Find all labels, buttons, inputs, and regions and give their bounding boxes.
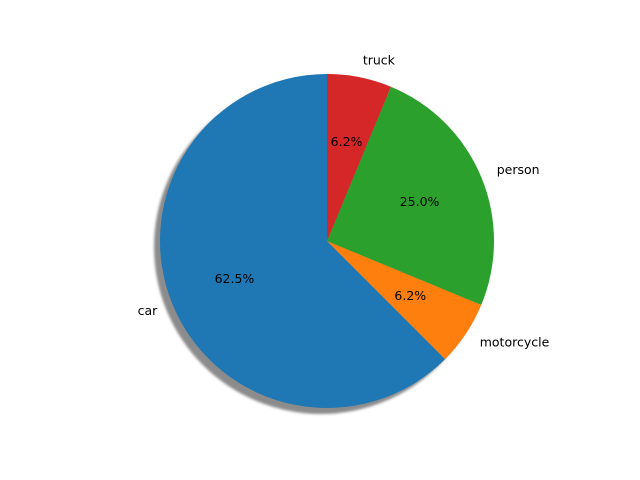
pie-label-motorcycle: motorcycle xyxy=(480,335,550,350)
pie-pct-car: 62.5% xyxy=(215,271,255,286)
pie-pct-motorcycle: 6.2% xyxy=(394,288,426,303)
pie-slice-truck xyxy=(327,74,391,241)
pie-slices xyxy=(160,74,494,408)
pie-slice-motorcycle xyxy=(327,241,482,360)
pie-slice-car xyxy=(160,74,446,408)
pie-pct-person: 25.0% xyxy=(400,194,440,209)
pie-labels: car 62.5% motorcycle 6.2% person 25.0% truck 6.… xyxy=(138,52,550,349)
pie-label-car: car xyxy=(138,303,159,318)
pie-label-truck: truck xyxy=(363,52,396,67)
pie-label-person: person xyxy=(497,162,540,177)
pie-slice-person xyxy=(327,86,494,305)
pie-pct-truck: 6.2% xyxy=(331,134,363,149)
